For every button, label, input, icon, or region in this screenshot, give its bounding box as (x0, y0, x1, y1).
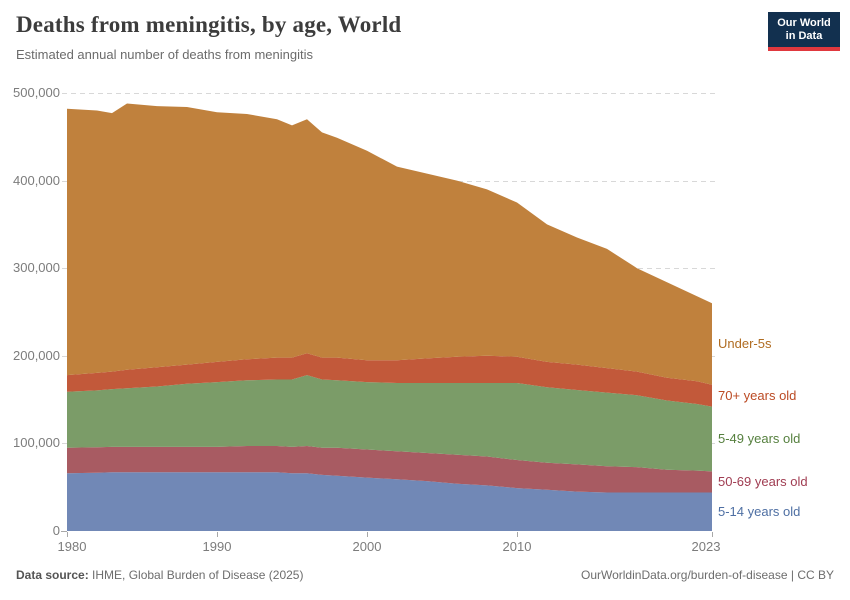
area-5-14-years-old (67, 472, 712, 531)
x-tick-label-2000: 2000 (352, 539, 382, 554)
stacked-area-plot (67, 103, 712, 531)
x-tick-label-1980: 1980 (57, 539, 87, 554)
gridline-500000 (62, 93, 716, 94)
logo-line-2: in Data (785, 30, 823, 42)
x-tick-label-2010: 2010 (502, 539, 532, 554)
legend-label-70-years-old: 70+ years old (718, 388, 797, 403)
y-tick-label-100000: 100,000 (13, 435, 60, 450)
area-50-69-years-old (67, 446, 712, 493)
area-5-49-years-old (67, 375, 712, 472)
y-tick-label-500000: 500,000 (13, 85, 60, 100)
x-tick-2010 (517, 532, 518, 537)
legend-label-under-5s: Under-5s (718, 336, 772, 351)
x-tick-2000 (367, 532, 368, 537)
y-tick-label-0: 0 (52, 523, 60, 538)
y-tick-label-300000: 300,000 (13, 260, 60, 275)
x-tick-1980 (67, 532, 68, 537)
source-label: Data source: (16, 568, 89, 582)
source-text: IHME, Global Burden of Disease (2025) (88, 568, 304, 582)
owid-logo[interactable]: Our World in Data (768, 12, 840, 51)
footer-source: Data source: IHME, Global Burden of Dise… (16, 568, 303, 582)
logo-line-1: Our World (777, 17, 831, 29)
area-under-5s (67, 103, 712, 385)
legend-label-5-49-years-old: 5-49 years old (718, 431, 801, 446)
legend-label-50-69-years-old: 50-69 years old (718, 474, 808, 489)
x-tick-2023 (712, 532, 713, 537)
y-tick-label-400000: 400,000 (13, 173, 60, 188)
y-tick-label-200000: 200,000 (13, 348, 60, 363)
x-tick-1990 (217, 532, 218, 537)
x-tick-label-2023: 2023 (691, 539, 721, 554)
footer: Data source: IHME, Global Burden of Dise… (16, 568, 834, 582)
area-70-years-old (67, 353, 712, 407)
footer-link[interactable]: OurWorldinData.org/burden-of-disease | C… (580, 568, 834, 582)
chart-subtitle: Estimated annual number of deaths from m… (16, 47, 313, 62)
legend-label-5-14-years-old: 5-14 years old (718, 504, 801, 519)
y-axis-zero-tick (61, 531, 67, 532)
x-tick-label-1990: 1990 (202, 539, 232, 554)
page-title: Deaths from meningitis, by age, World (16, 12, 402, 37)
